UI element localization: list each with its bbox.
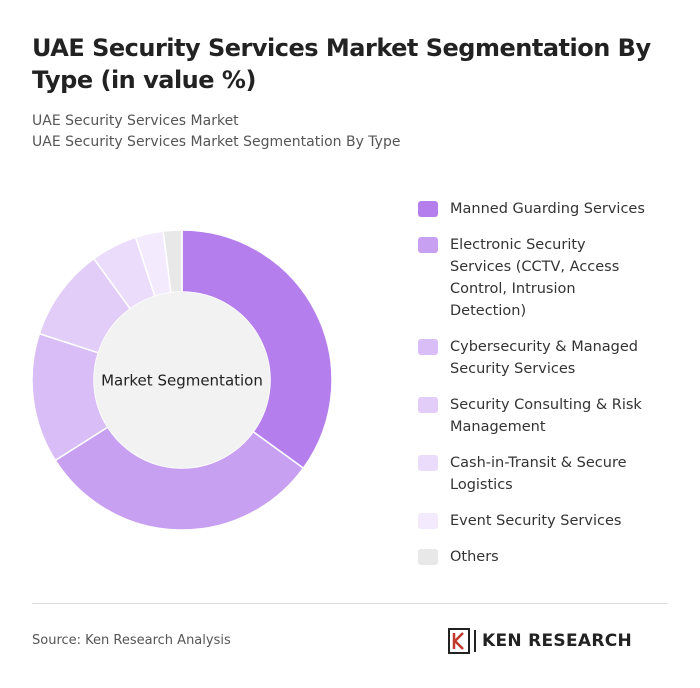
legend: Manned Guarding Services Electronic Secur… [418, 198, 668, 582]
legend-swatch [418, 455, 438, 471]
logo-icon [448, 628, 470, 654]
legend-label: Electronic Security Services (CCTV, Acce… [450, 237, 620, 319]
legend-label: Cybersecurity & Managed Security Service… [450, 339, 639, 377]
legend-label: Event Security Services [450, 513, 622, 529]
legend-item: Cybersecurity & Managed Security Service… [418, 336, 668, 380]
legend-item: Manned Guarding Services [418, 198, 668, 220]
divider [32, 603, 668, 604]
logo: KEN RESEARCH [448, 628, 632, 654]
subtitle: UAE Security Services Market Segmentatio… [32, 134, 401, 150]
legend-swatch [418, 339, 438, 355]
legend-label: Cash-in-Transit & Secure Logistics [450, 455, 627, 493]
chart-title: UAE Security Services Market Segmentatio… [32, 34, 651, 94]
legend-swatch [418, 237, 438, 253]
legend-swatch [418, 201, 438, 217]
legend-item: Event Security Services [418, 510, 668, 532]
legend-swatch [418, 397, 438, 413]
subtitle: UAE Security Services Market [32, 113, 239, 129]
legend-item: Cash-in-Transit & Secure Logistics [418, 452, 668, 496]
legend-swatch [418, 549, 438, 565]
legend-label: Security Consulting & Risk Management [450, 397, 642, 435]
donut-center [94, 292, 270, 468]
legend-label: Others [450, 549, 499, 565]
center-label: Market Segmentation [101, 372, 263, 390]
legend-item: Electronic Security Services (CCTV, Acce… [418, 234, 668, 322]
legend-item: Others [418, 546, 668, 568]
logo-text: KEN RESEARCH [482, 631, 633, 651]
source: Source: Ken Research Analysis [32, 633, 231, 648]
legend-label: Manned Guarding Services [450, 201, 645, 217]
donut-chart: Market Segmentation [31, 229, 333, 531]
legend-item: Security Consulting & Risk Management [418, 394, 668, 438]
legend-swatch [418, 513, 438, 529]
